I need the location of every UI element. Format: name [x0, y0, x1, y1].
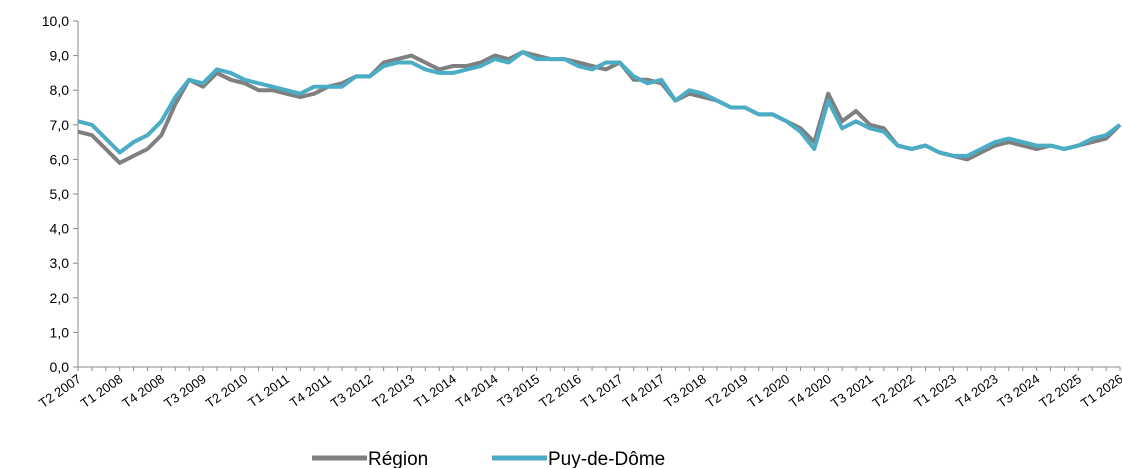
x-tick-label: T4 2020 [786, 371, 834, 411]
legend-label: Puy-de-Dôme [548, 449, 665, 468]
y-tick-label: 8,0 [50, 82, 70, 98]
x-tick-label: T1 2014 [411, 371, 459, 411]
x-tick-label: T4 2017 [620, 371, 668, 411]
x-tick-label: T2 2007 [36, 371, 84, 411]
y-tick-label: 7,0 [50, 117, 70, 133]
x-tick-label: T4 2014 [453, 371, 501, 411]
x-tick-label: T4 2008 [119, 371, 167, 411]
y-tick-label: 0,0 [50, 359, 70, 375]
x-tick-label: T2 2022 [870, 371, 918, 411]
x-tick-label: T1 2008 [78, 371, 126, 411]
series-line [77, 50, 1122, 158]
x-tick-label: T1 2023 [911, 371, 959, 411]
x-tick-label: T3 2009 [161, 371, 209, 411]
x-tick-label: T4 2023 [953, 371, 1001, 411]
y-tick-label: 10,0 [42, 13, 69, 29]
y-tick-label: 3,0 [50, 255, 70, 271]
x-tick-label: T2 2025 [1036, 371, 1084, 411]
x-tick-label: T1 2026 [1078, 371, 1122, 411]
y-tick-label: 1,0 [50, 324, 70, 340]
x-tick-label: T1 2017 [578, 371, 626, 411]
y-tick-label: 2,0 [50, 290, 70, 306]
x-tick-label: T2 2019 [703, 371, 751, 411]
x-tick-label: T3 2018 [661, 371, 709, 411]
y-tick-label: 5,0 [50, 186, 70, 202]
x-tick-label: T3 2021 [828, 371, 876, 411]
y-tick-label: 6,0 [50, 151, 70, 167]
x-tick-label: T4 2011 [287, 371, 334, 410]
x-tick-label: T3 2015 [495, 371, 543, 411]
y-tick-label: 4,0 [50, 221, 70, 237]
legend-label: Région [368, 449, 428, 468]
series-line [77, 50, 1122, 165]
x-tick-label: T2 2013 [369, 371, 417, 411]
x-tick-label: T1 2011 [245, 371, 292, 410]
x-tick-label: T1 2020 [745, 371, 793, 411]
x-tick-label: T3 2012 [328, 371, 376, 411]
x-tick-label: T3 2024 [995, 371, 1043, 411]
y-tick-label: 9,0 [50, 48, 70, 64]
x-tick-label: T2 2010 [203, 371, 251, 411]
x-tick-label: T2 2016 [536, 371, 584, 411]
